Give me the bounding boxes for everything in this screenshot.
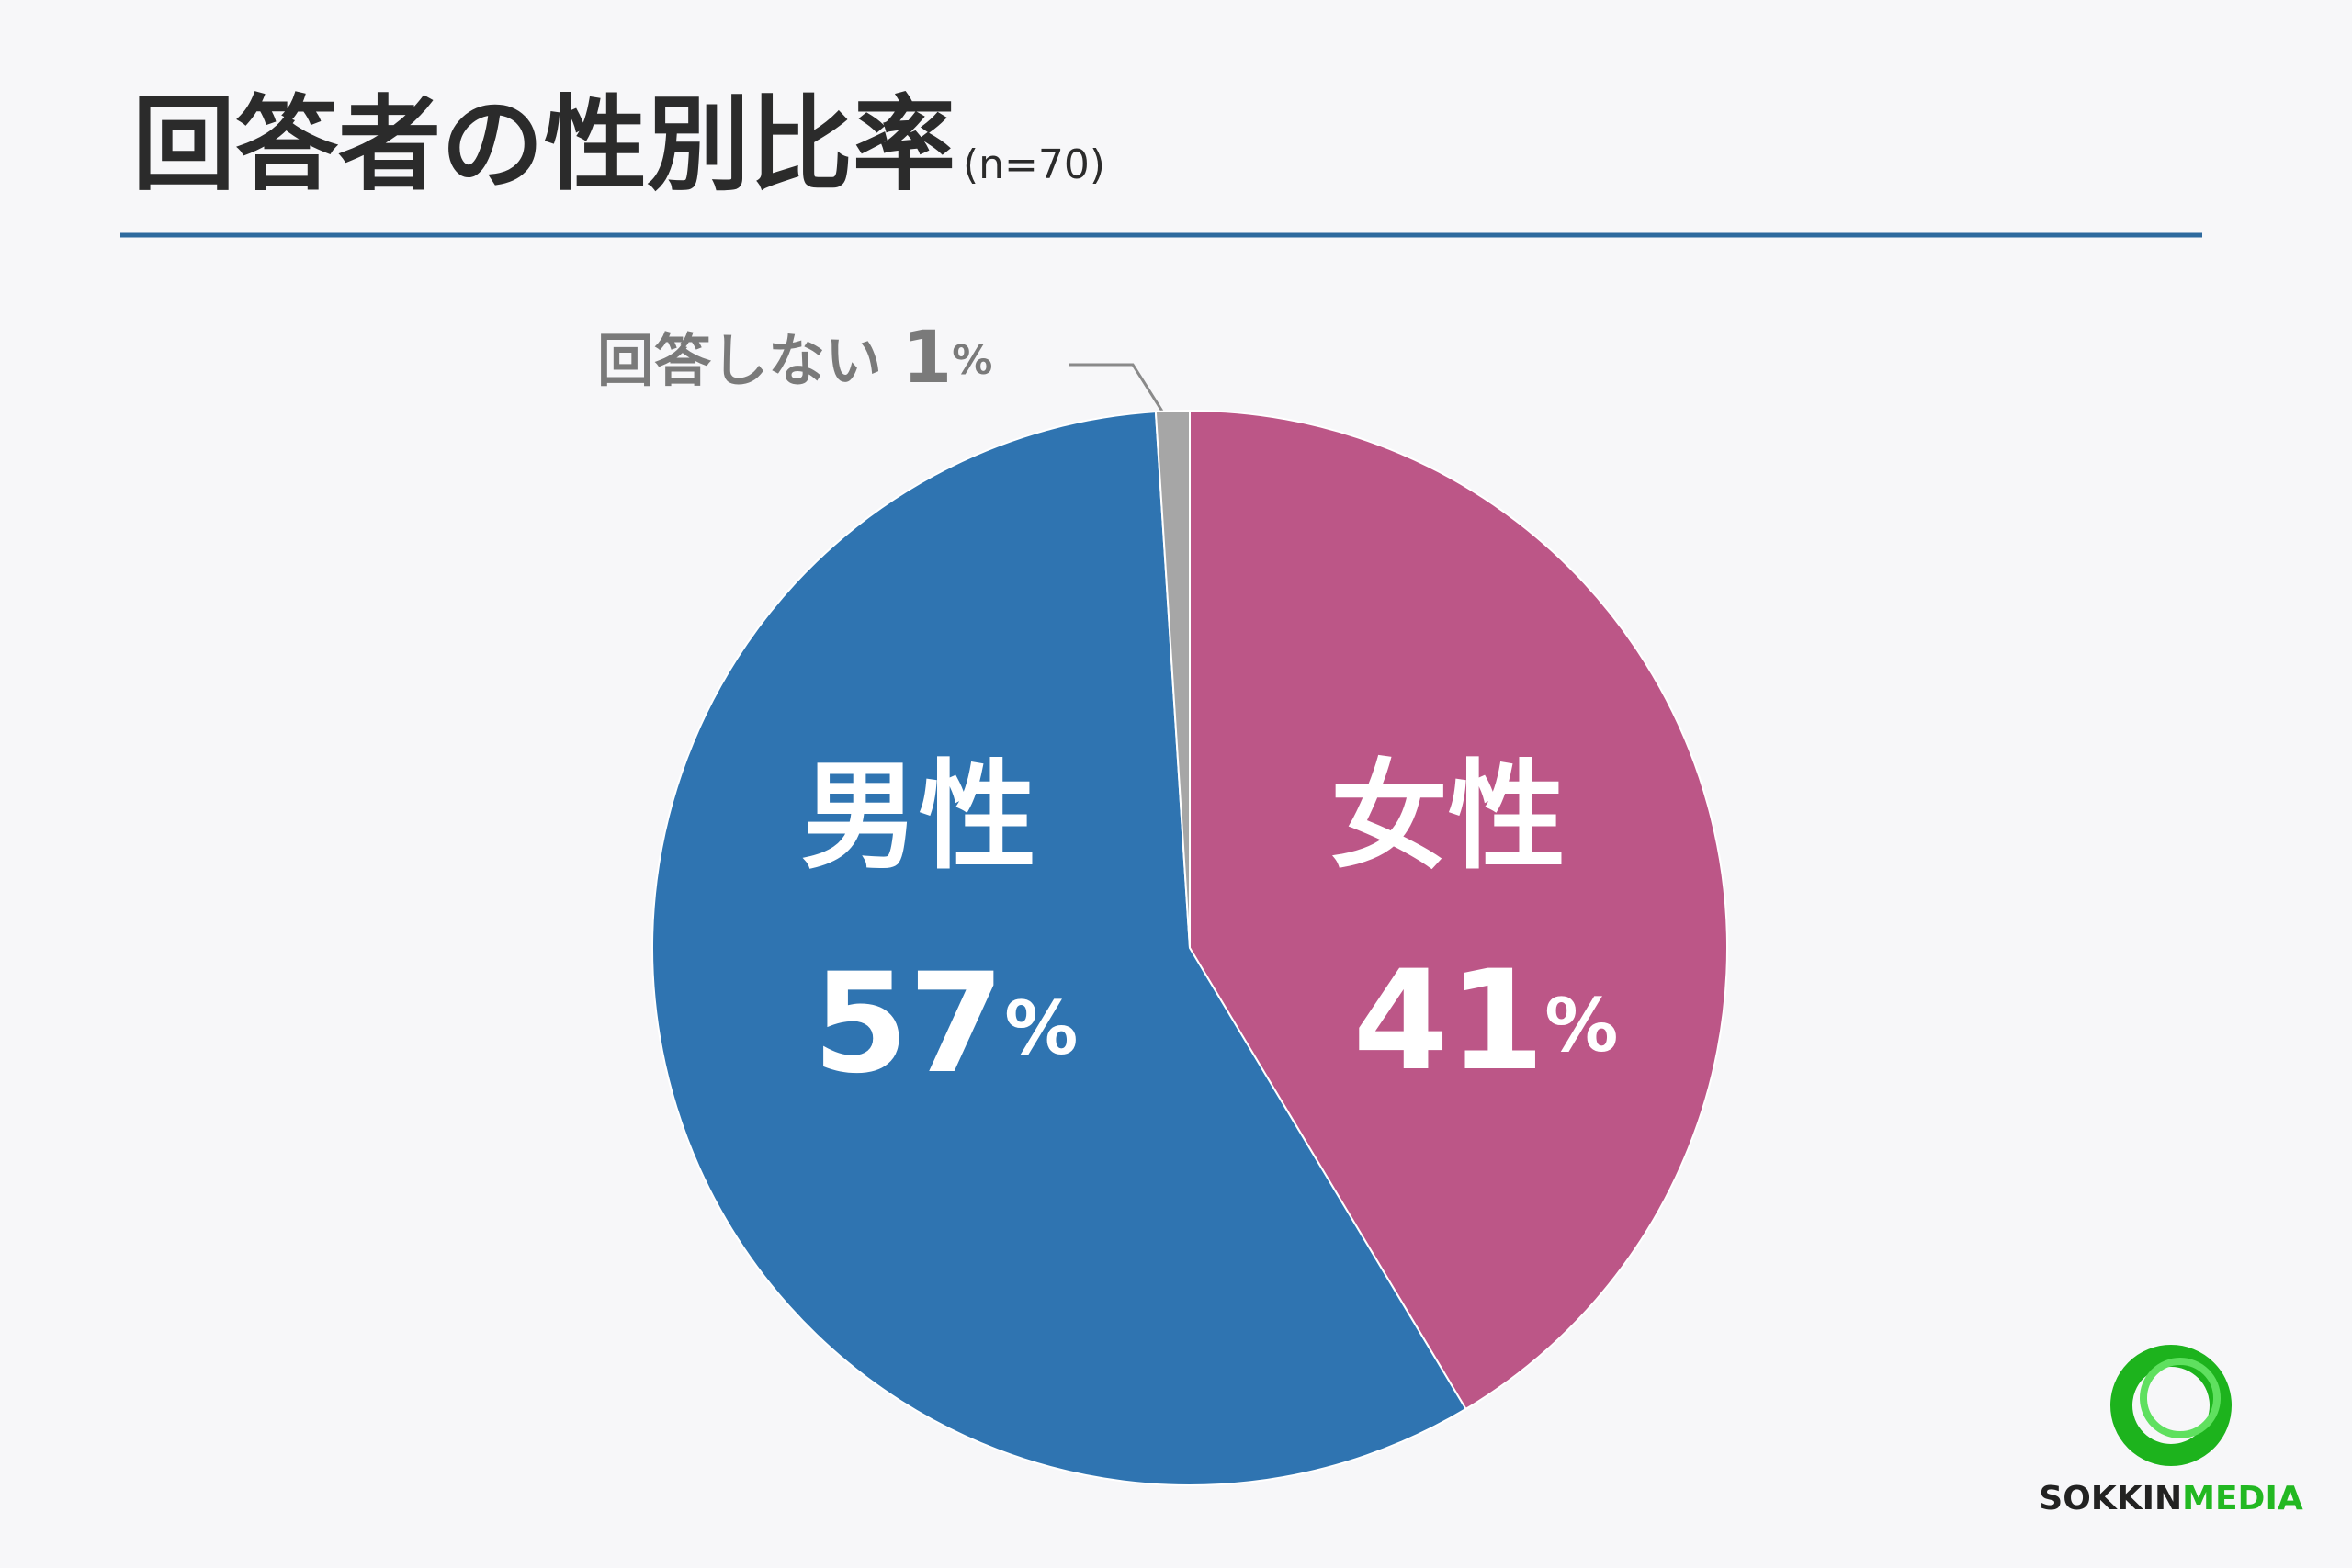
pie-slice bbox=[651, 411, 1467, 1486]
value-label: 41% bbox=[1353, 942, 1619, 1101]
value-label: 57% bbox=[813, 944, 1079, 1104]
logo: SOKKINMEDIA bbox=[2039, 1345, 2303, 1517]
slice-label: 女性 bbox=[1330, 749, 1566, 886]
logo-suffix: MEDIA bbox=[2182, 1480, 2303, 1517]
pie-slice bbox=[1189, 409, 1728, 1411]
leader-line bbox=[1069, 363, 1172, 425]
logo-ring-inner bbox=[2140, 1358, 2221, 1438]
slice-label: 回答しない bbox=[597, 327, 882, 394]
logo-text: SOKKINMEDIA bbox=[2039, 1480, 2303, 1517]
chart-subtitle: (n=70) bbox=[963, 141, 1105, 188]
slice-label: 男性 bbox=[801, 749, 1036, 886]
logo-ring bbox=[2110, 1345, 2232, 1466]
pie-slice bbox=[1154, 409, 1191, 949]
value-label: 1% bbox=[902, 317, 992, 400]
logo-brand: SOKKIN bbox=[2039, 1480, 2182, 1517]
chart-title: 回答者の性別比率 bbox=[132, 85, 956, 205]
